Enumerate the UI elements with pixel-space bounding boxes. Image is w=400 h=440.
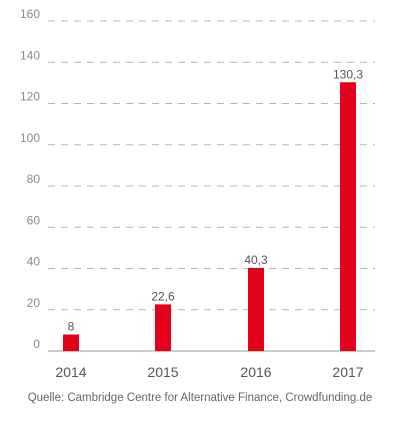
- bars: [63, 82, 356, 351]
- y-tick-label: 160: [20, 7, 40, 21]
- data-label-2014: 8: [68, 320, 75, 334]
- bar-chart: 0 20 40 60 80 100 120 140 160 8 22,6 40,3 130,3 201…: [20, 7, 375, 380]
- x-tick-label-2015: 2015: [147, 364, 178, 380]
- source-note: Quelle: Cambridge Centre for Alternative…: [27, 392, 373, 404]
- y-tick-label: 40: [27, 255, 41, 269]
- x-axis-ticks: 2014 2015 2016 2017: [55, 364, 363, 380]
- y-tick-label: 60: [27, 213, 41, 227]
- y-tick-label: 20: [27, 296, 41, 310]
- bar-2015: [155, 304, 171, 351]
- grid-lines: [48, 20, 375, 352]
- y-tick-label: 0: [33, 337, 40, 351]
- bar-2016: [248, 267, 264, 351]
- data-labels: 8 22,6 40,3 130,3: [68, 67, 364, 333]
- data-label-2016: 40,3: [244, 253, 268, 267]
- data-label-2017: 130,3: [333, 67, 363, 81]
- y-tick-label: 120: [20, 90, 40, 104]
- y-axis-ticks: 0 20 40 60 80 100 120 140 160: [20, 7, 40, 351]
- bar-2014: [63, 334, 79, 351]
- data-label-2015: 22,6: [151, 289, 175, 303]
- y-tick-label: 100: [20, 131, 40, 145]
- x-tick-label-2017: 2017: [332, 364, 363, 380]
- y-tick-label: 80: [27, 172, 41, 186]
- y-tick-label: 140: [20, 48, 40, 62]
- x-tick-label-2016: 2016: [240, 364, 271, 380]
- bar-2017: [340, 82, 356, 351]
- x-tick-label-2014: 2014: [55, 364, 86, 380]
